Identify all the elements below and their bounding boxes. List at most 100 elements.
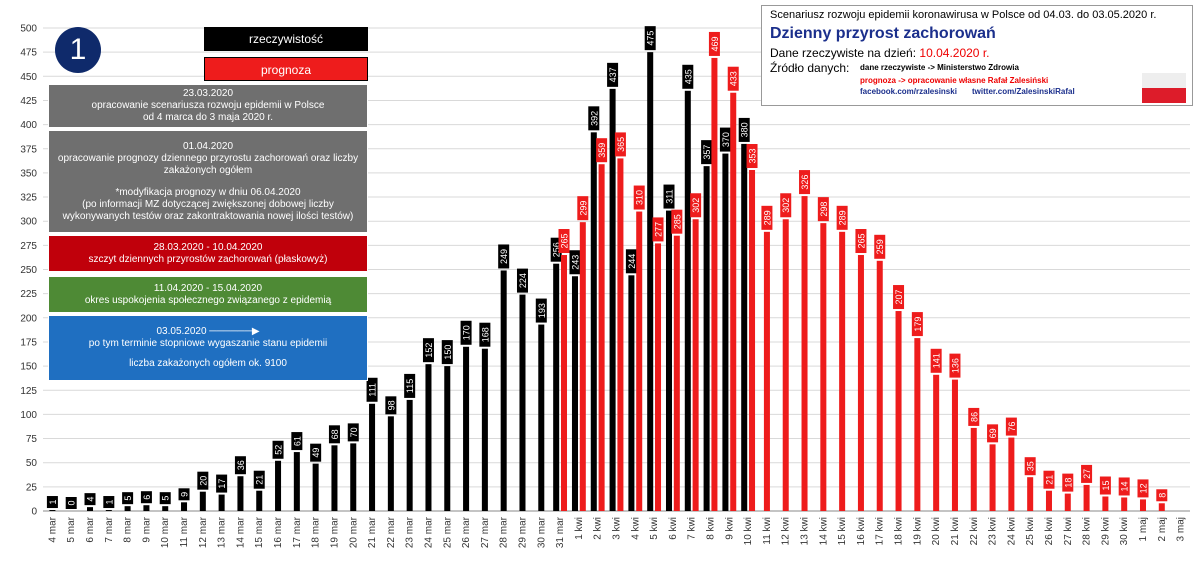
data-label-bg	[328, 425, 340, 444]
data-label-actual: 170	[460, 320, 472, 345]
data-label-bg	[272, 440, 284, 459]
x-tick-label: 20 mar	[348, 516, 359, 548]
data-label-bg	[817, 197, 829, 222]
x-tick-label: 19 mar	[329, 516, 340, 548]
bar-actual	[444, 366, 451, 511]
data-label-text: 76	[1007, 422, 1017, 432]
x-tick-label: 30 kwi	[1119, 517, 1130, 545]
note-line: 11.04.2020 - 15.04.2020	[153, 282, 263, 294]
x-tick-label: 27 mar	[480, 516, 491, 548]
bar-forecast	[1008, 437, 1015, 511]
y-tick-label: 300	[20, 217, 37, 228]
data-label-bg	[422, 338, 434, 363]
bar-forecast	[951, 379, 958, 511]
bar-forecast	[617, 158, 624, 511]
note-line: zakażonych ogółem	[163, 164, 253, 176]
bar-actual	[181, 502, 188, 511]
data-label-text: 111	[368, 383, 378, 397]
data-label-actual: 1	[103, 496, 115, 509]
bar-actual	[703, 166, 710, 511]
data-label-forecast: 12	[1137, 479, 1149, 498]
data-label-actual: 437	[607, 62, 619, 87]
note-peak: 28.03.2020 - 10.04.2020 szczyt dziennych…	[48, 235, 368, 272]
data-label-bg	[498, 244, 510, 269]
bar-actual	[628, 275, 635, 511]
bar-forecast	[857, 255, 864, 511]
bar-actual	[425, 364, 432, 511]
data-label-text: 0	[67, 500, 77, 505]
data-label-bg	[178, 488, 190, 501]
data-label-text: 475	[646, 31, 656, 46]
data-label-actual: 435	[682, 64, 694, 89]
data-label-bg	[780, 193, 792, 218]
data-label-bg	[385, 396, 397, 415]
data-label-forecast: 310	[633, 185, 645, 210]
note-line: (po informacji MZ dotyczącej zwiększonej…	[82, 198, 334, 210]
chart-number-badge: 1	[55, 27, 101, 73]
data-label-bg	[460, 320, 472, 345]
data-label-forecast: 277	[652, 217, 664, 242]
data-label-text: 380	[740, 122, 750, 137]
x-tick-label: 25 kwi	[1025, 517, 1036, 545]
data-label-bg	[1099, 476, 1111, 495]
y-tick-label: 75	[26, 434, 38, 445]
twitter-link: twitter.com/ZalesinskiRafal	[972, 87, 1075, 96]
data-label-text: 302	[781, 198, 791, 213]
x-tick-label: 17 kwi	[875, 517, 886, 545]
data-label-text: 152	[424, 343, 434, 358]
data-label-bg	[1156, 489, 1168, 502]
x-tick-label: 28 kwi	[1082, 517, 1093, 545]
y-axis: 0 25 50 75 100 125 150 175 200 225 250 275 300 325 350…	[20, 24, 37, 518]
data-label-actual: 193	[535, 298, 547, 323]
data-label-forecast: 326	[799, 170, 811, 195]
data-label-text: 311	[664, 189, 674, 203]
data-label-text: 70	[349, 427, 359, 437]
x-tick-label: 30 mar	[536, 516, 547, 548]
bar-actual	[199, 491, 206, 511]
data-label-bg	[253, 470, 265, 489]
data-label-bg	[588, 106, 600, 131]
data-label-text: 86	[969, 412, 979, 422]
bar-actual	[647, 52, 654, 512]
x-tick-label: 24 mar	[423, 516, 434, 548]
x-tick-label: 16 mar	[273, 516, 284, 548]
data-label-forecast: 259	[874, 234, 886, 259]
x-tick-label: 5 mar	[66, 516, 77, 542]
bar-actual	[143, 505, 150, 511]
bar-actual	[500, 270, 507, 511]
data-label-actual: 380	[738, 117, 750, 142]
data-label-actual: 370	[719, 127, 731, 152]
facebook-link: facebook.com/rzalesinski	[860, 87, 957, 96]
data-label-forecast: 141	[930, 348, 942, 373]
data-label-text: 243	[570, 255, 580, 270]
data-label-forecast: 21	[1043, 470, 1055, 489]
x-tick-label: 7 kwi	[687, 517, 698, 540]
bar-forecast	[970, 427, 977, 511]
data-label-bg	[652, 217, 664, 242]
note-line: po tym terminie stopniowe wygaszanie sta…	[88, 338, 328, 349]
data-label-forecast: 265	[558, 229, 570, 254]
data-label-actual: 152	[422, 338, 434, 363]
bar-forecast	[914, 338, 921, 511]
bar-actual	[387, 416, 394, 511]
note-scenario: 23.03.2020 opracowanie scenariusza rozwo…	[48, 84, 368, 128]
data-label-actual: 17	[216, 474, 228, 493]
x-tick-label: 12 kwi	[781, 517, 792, 545]
y-tick-label: 475	[20, 48, 37, 59]
x-tick-label: 15 mar	[254, 516, 265, 548]
data-label-actual: 150	[441, 340, 453, 365]
x-tick-label: 15 kwi	[837, 517, 848, 545]
data-label-text: 437	[608, 67, 618, 82]
data-label-forecast: 76	[1005, 417, 1017, 436]
data-label-bg	[1043, 470, 1055, 489]
data-label-actual: 20	[197, 471, 209, 490]
data-label-bg	[663, 184, 675, 209]
bar-forecast	[598, 164, 605, 511]
note-line: opracowanie scenariusza rozwoju epidemii…	[91, 100, 325, 111]
x-tick-label: 13 kwi	[800, 517, 811, 545]
note-line: okres uspokojenia społecznego związanego…	[84, 294, 332, 306]
bar-actual	[293, 452, 300, 511]
note-end: 03.05.2020 ──────▶ po tym terminie stopn…	[48, 315, 368, 381]
x-tick-label: 23 mar	[405, 516, 416, 548]
